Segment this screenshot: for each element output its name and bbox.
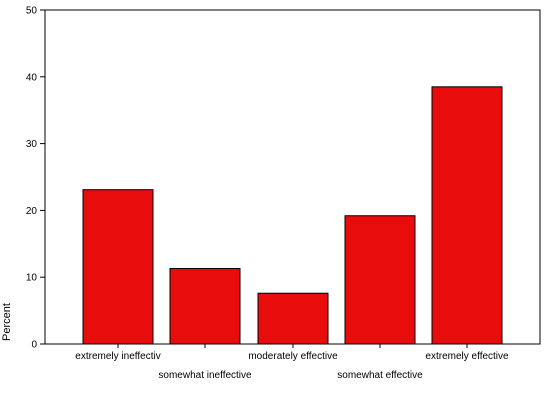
x-axis — [117, 344, 468, 348]
y-axis-title: Percent — [1, 303, 13, 341]
bar — [169, 268, 241, 345]
y-tick-label: 10 — [26, 273, 38, 284]
x-tick-labels: extremely ineffectiv somewhat ineffective… — [75, 351, 509, 381]
x-tick-label: somewhat effective — [337, 370, 423, 381]
bar — [431, 86, 503, 345]
bar — [344, 215, 416, 345]
y-tick-label: 30 — [26, 139, 38, 150]
x-tick-label: somewhat ineffective — [158, 370, 252, 381]
bar — [82, 189, 154, 345]
y-tick-label: 50 — [26, 6, 38, 17]
x-tick-label: extremely ineffectiv — [75, 351, 160, 362]
y-tick-label: 40 — [26, 72, 38, 83]
x-tick-label: extremely effective — [425, 351, 509, 362]
y-tick-label: 20 — [26, 206, 38, 217]
bar — [257, 292, 329, 345]
y-axis: 0 10 20 30 40 50 — [26, 6, 45, 351]
x-tick-label: moderately effective — [248, 351, 338, 362]
y-tick-label: 0 — [31, 340, 37, 351]
bars-group — [82, 86, 503, 345]
